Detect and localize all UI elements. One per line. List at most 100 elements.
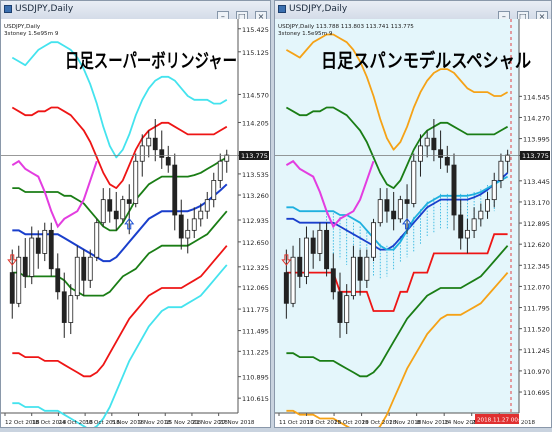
sigma3-upper-line	[11, 41, 228, 159]
y-tick-label: 110.695	[523, 389, 550, 397]
candle-bull	[364, 256, 370, 281]
x-tick-label: 24 Oct 2018	[58, 420, 93, 426]
y-tick-label: 112.345	[523, 262, 550, 270]
candle-bull	[478, 210, 484, 220]
y-tick-label: 110.615	[242, 395, 269, 403]
chart-window-icon	[278, 5, 286, 13]
time-axis	[275, 413, 519, 427]
y-tick-label: 111.225	[242, 348, 269, 356]
y-tick-label: 113.170	[523, 199, 550, 207]
y-tick-label: 112.895	[523, 220, 550, 228]
x-tick-label: 11 Oct 2018	[279, 420, 314, 426]
y-tick-label: 111.775	[242, 306, 269, 314]
candle-bear	[384, 199, 390, 212]
candle-bull	[485, 199, 491, 212]
candle-bear	[35, 237, 41, 254]
x-tick-label: 17 Oct 2018	[307, 420, 342, 426]
current-price-label: 113.775	[241, 152, 268, 160]
candle-bear	[55, 268, 61, 293]
candle-bull	[303, 237, 309, 277]
y-tick-label: 114.205	[242, 119, 269, 127]
sigma2-lower-line	[12, 245, 228, 378]
y-tick-label: 111.495	[242, 328, 269, 336]
sell-signal-arrow	[7, 254, 18, 266]
candle-bear	[126, 199, 132, 204]
lagging-span-line	[11, 159, 98, 229]
y-tick-label: 110.895	[242, 374, 269, 382]
current-price-tag	[520, 150, 550, 160]
upper-green-band	[285, 106, 509, 190]
candle-bull	[464, 229, 470, 239]
chart-info-symbol: USDJPY,Daily	[4, 24, 41, 30]
candle-bull	[42, 229, 48, 254]
candle-bear	[391, 210, 397, 220]
span-cyan-line	[286, 175, 509, 251]
y-tick-label: 113.445	[523, 178, 550, 186]
window-titlebar[interactable]: USDJPY,Daily – □ ×	[275, 1, 551, 22]
span-model-chart[interactable]: 114.545 114.270 113.995 113.775 113.445 113.1…	[275, 19, 551, 427]
candle-bull	[290, 256, 296, 304]
y-tick-label: 114.545	[523, 93, 550, 101]
candle-bear	[337, 291, 343, 323]
y-tick-label: 112.620	[523, 241, 550, 249]
candle-bull	[498, 160, 504, 181]
bollinger-chart[interactable]: 115.425 115.125 114.570 114.205 113.775 113.5…	[1, 19, 270, 427]
chart-title: 日足スパンモデルスペシャル	[321, 49, 531, 72]
sell-signal-arrow	[281, 254, 292, 266]
x-tick-label: 8 Nov 2018	[417, 420, 450, 426]
candle-bull	[417, 145, 423, 162]
x-tick-label: 30 Oct 2018	[85, 420, 120, 426]
x-tick-label: 2 Nov 2018	[389, 420, 422, 426]
candle-bull	[224, 154, 230, 162]
lower-orange-band	[286, 272, 509, 427]
middle-band-line	[12, 183, 228, 263]
candle-bull	[191, 218, 197, 231]
current-price-label: 113.775	[522, 152, 549, 160]
y-tick-label: 112.070	[523, 283, 550, 291]
y-tick-label: 110.970	[523, 368, 550, 376]
chart-window-super-bollinger[interactable]: USDJPY,Daily – □ × 115.425 115.125 114.570…	[0, 0, 271, 428]
y-tick-label: 115.425	[242, 26, 269, 34]
candle-bear	[310, 237, 316, 254]
chart-window-span-model[interactable]: USDJPY,Daily – □ × 114.545 114.270 113.995…	[274, 0, 552, 428]
y-tick-label: 113.535	[242, 171, 269, 179]
span-red-line	[286, 233, 508, 312]
x-tick-label: 21 Nov 2018	[192, 420, 228, 426]
x-tick-label: 27 Nov 2018	[219, 420, 255, 426]
x-tick-label: 18 Oct 2018	[32, 420, 67, 426]
chart-title: 日足スーパーボリンジャー	[65, 50, 237, 72]
window-titlebar[interactable]: USDJPY,Daily – □ ×	[1, 1, 270, 22]
candle-bull	[217, 160, 223, 181]
candle-bear	[438, 149, 444, 158]
y-tick-label: 112.065	[242, 284, 269, 292]
x-tick-label: 9 Nov 2018	[139, 420, 172, 426]
x-tick-label: 15 Nov 2018	[165, 420, 201, 426]
current-date-label: 2018.11.27 00:00	[477, 418, 527, 424]
x-tick-label: 23 Oct 2018	[334, 420, 369, 426]
price-axis	[238, 19, 270, 427]
upper-orange-band	[285, 33, 509, 151]
candle-bear	[9, 272, 15, 304]
y-tick-label: 112.650	[242, 239, 269, 247]
window-title: USDJPY,Daily	[289, 4, 348, 14]
candle-bull	[371, 222, 377, 258]
candle-bull	[68, 295, 74, 323]
candle-bull	[344, 295, 350, 323]
chart-info-symbol: USDJPY,Daily 113.788 113.803 113.741 113…	[278, 24, 414, 30]
sigma1-lower-line	[12, 210, 228, 297]
sigma2-upper-line	[11, 106, 228, 190]
chart-info-params: 3stoney 1.5e95m 9	[4, 31, 59, 37]
candle-bear	[458, 214, 464, 239]
x-tick-label: 5 Nov 2018	[112, 420, 145, 426]
time-axis	[1, 413, 238, 427]
candle-bear	[61, 291, 67, 323]
x-tick-label: 29 Oct 2018	[362, 420, 397, 426]
candle-bull	[120, 199, 126, 220]
y-tick-label: 114.270	[523, 114, 550, 122]
y-tick-label: 112.325	[242, 264, 269, 272]
candle-bear	[107, 199, 113, 212]
candle-bear	[165, 156, 171, 166]
y-tick-label: 114.570	[242, 91, 269, 99]
candle-bull	[139, 145, 145, 162]
current-price-tag	[239, 150, 269, 160]
